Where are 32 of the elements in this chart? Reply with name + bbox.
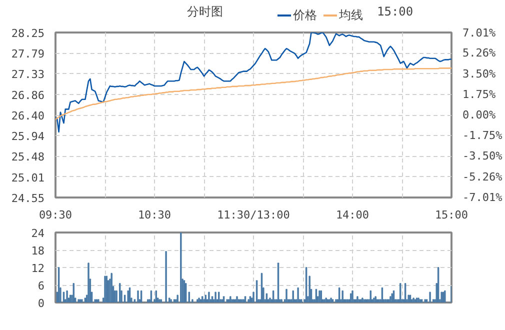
text: 15:00 <box>377 4 414 18</box>
y-tick-label: 25.01 <box>11 171 45 184</box>
y-tick-label: 12 <box>31 262 45 275</box>
y2-tick-label: -5.26% <box>462 170 503 184</box>
x-tick-label: 15:00 <box>434 208 468 222</box>
y-tick-label: 18 <box>31 244 45 258</box>
y2-tick-label: -3.50% <box>462 150 503 163</box>
y-tick-label: 25.48 <box>11 150 45 164</box>
y-tick-label: 28.25 <box>11 27 45 40</box>
y-tick-label: 6 <box>38 280 44 292</box>
y-tick-label: 26.86 <box>11 88 45 102</box>
y-tick-label: 27.79 <box>11 48 45 61</box>
legend-label: 价格 <box>293 6 317 24</box>
x-tick-label: 11:30/13:00 <box>217 208 290 222</box>
legend-label: 均线 <box>339 6 363 24</box>
chart-title: 分时图 <box>187 4 224 18</box>
y2-tick-label: 1.75% <box>462 88 496 101</box>
x-tick-label: 09:30 <box>38 208 72 222</box>
x-tick-label: 14:00 <box>336 208 370 222</box>
y2-tick-label: -7.01% <box>462 191 503 204</box>
y-tick-label: 24 <box>31 227 45 240</box>
y-tick-label: 27.33 <box>11 68 45 82</box>
y2-tick-label: 7.01% <box>462 26 496 40</box>
y-tick-label: 0 <box>38 297 44 310</box>
y-tick-label: 25.94 <box>11 130 45 144</box>
y-tick-label: 26.40 <box>11 110 45 122</box>
y-tick-label: 24.55 <box>11 192 45 205</box>
y2-tick-label: 0.00% <box>462 108 496 122</box>
y2-tick-label: 3.50% <box>462 67 496 80</box>
y2-tick-label: 5.26% <box>462 46 496 60</box>
y2-tick-label: -1.75% <box>462 129 503 142</box>
x-tick-label: 10:30 <box>138 208 172 222</box>
